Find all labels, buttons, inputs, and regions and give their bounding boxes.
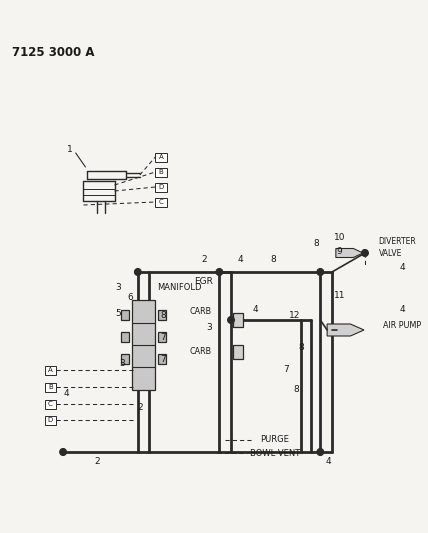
Bar — [158, 310, 166, 320]
Text: MANIFOLD: MANIFOLD — [157, 282, 202, 292]
Text: 8: 8 — [314, 239, 319, 248]
Text: B: B — [159, 169, 163, 175]
Text: 9: 9 — [337, 247, 342, 256]
Bar — [121, 332, 129, 342]
Bar — [45, 383, 56, 392]
Text: 11: 11 — [334, 290, 345, 300]
Text: C: C — [159, 199, 163, 205]
Bar — [155, 167, 167, 176]
Text: 3: 3 — [116, 282, 121, 292]
Text: 7: 7 — [283, 366, 289, 375]
Bar — [121, 310, 129, 320]
Text: D: D — [158, 184, 164, 190]
Text: BOWL VENT: BOWL VENT — [250, 448, 301, 457]
Text: 10: 10 — [334, 233, 345, 243]
Circle shape — [362, 249, 369, 256]
Text: 5: 5 — [116, 309, 121, 318]
Text: B: B — [48, 384, 53, 390]
FancyArrow shape — [327, 324, 364, 336]
Text: 8: 8 — [298, 343, 304, 352]
Bar — [233, 313, 243, 327]
Text: 2: 2 — [201, 255, 207, 264]
Text: CARB: CARB — [190, 348, 211, 357]
FancyArrow shape — [336, 248, 363, 257]
Bar — [45, 416, 56, 424]
Text: 8: 8 — [271, 255, 276, 264]
Text: 12: 12 — [289, 311, 301, 320]
Text: AIR PUMP: AIR PUMP — [383, 321, 422, 330]
Text: 4: 4 — [238, 255, 244, 264]
Text: 2: 2 — [137, 402, 143, 411]
Text: 7: 7 — [160, 333, 166, 342]
Text: 4: 4 — [400, 263, 406, 272]
Text: 8: 8 — [293, 385, 299, 394]
Text: 4: 4 — [63, 389, 69, 398]
Circle shape — [317, 448, 324, 456]
Text: 7125 3000 A: 7125 3000 A — [12, 45, 94, 59]
Bar — [233, 345, 243, 359]
Text: VALVE: VALVE — [378, 248, 402, 257]
Text: DIVERTER: DIVERTER — [378, 238, 416, 246]
Bar — [155, 152, 167, 161]
Text: 4: 4 — [325, 457, 331, 466]
Text: 3: 3 — [119, 359, 125, 368]
Text: 6: 6 — [127, 293, 133, 302]
Bar — [132, 300, 155, 390]
Text: 4: 4 — [253, 305, 258, 314]
Circle shape — [59, 448, 66, 456]
Text: 8: 8 — [160, 311, 166, 319]
Bar — [158, 332, 166, 342]
Text: PURGE: PURGE — [260, 435, 289, 445]
Text: 1: 1 — [67, 144, 73, 154]
Circle shape — [216, 269, 223, 276]
Bar — [45, 400, 56, 408]
Circle shape — [228, 317, 235, 324]
Text: 3: 3 — [206, 324, 211, 333]
Text: EGR: EGR — [194, 278, 213, 287]
Circle shape — [134, 269, 141, 276]
Text: A: A — [48, 367, 53, 373]
Bar — [45, 366, 56, 375]
Text: CARB: CARB — [190, 308, 211, 317]
Text: 2: 2 — [94, 457, 100, 466]
Text: C: C — [48, 401, 53, 407]
Bar — [155, 198, 167, 206]
Text: 7: 7 — [160, 354, 166, 364]
Text: 4: 4 — [400, 305, 406, 314]
Bar — [155, 182, 167, 191]
Text: D: D — [48, 417, 53, 423]
Text: A: A — [159, 154, 163, 160]
Bar — [158, 354, 166, 364]
Bar — [121, 354, 129, 364]
Circle shape — [317, 269, 324, 276]
